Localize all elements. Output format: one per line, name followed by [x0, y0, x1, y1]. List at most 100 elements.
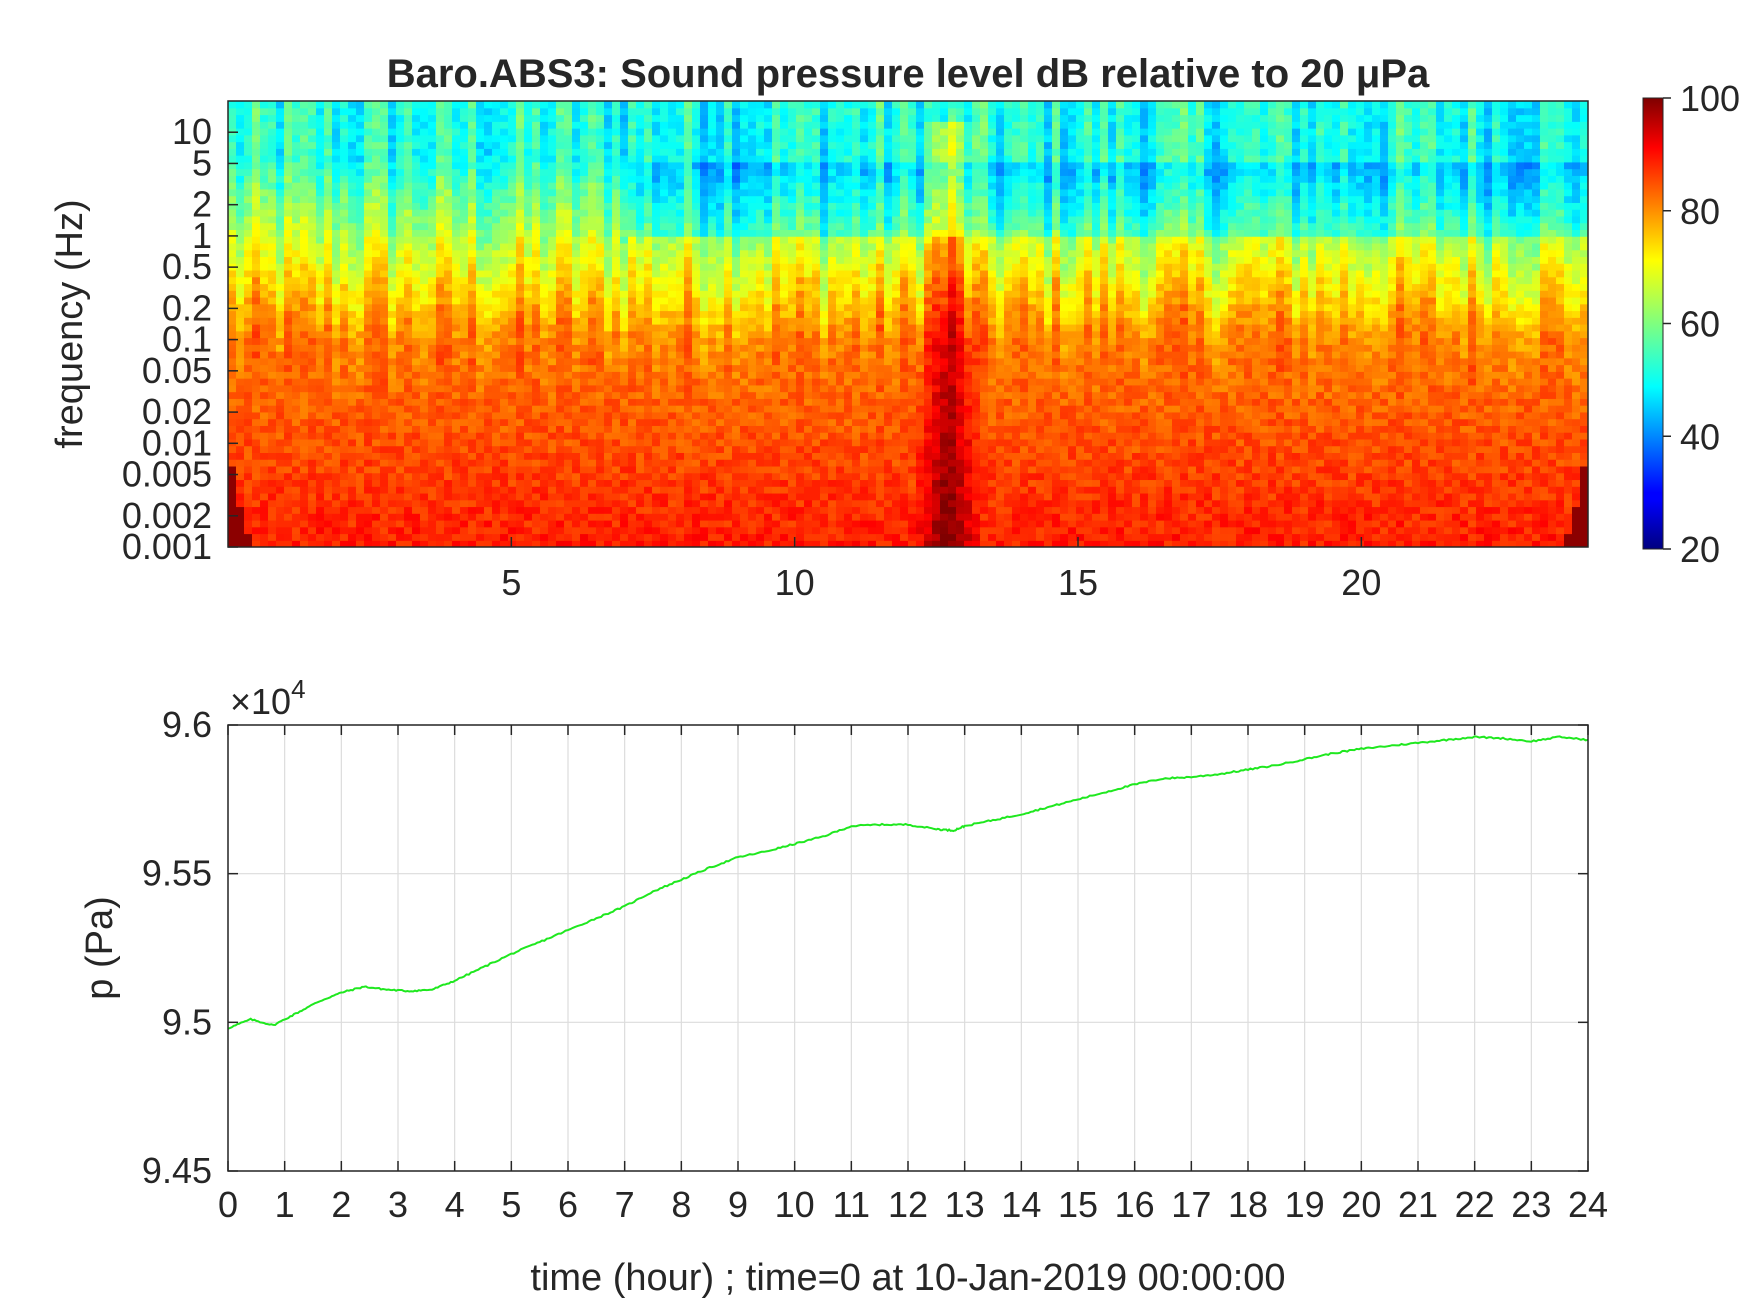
- spectrogram-cell: [788, 533, 797, 541]
- spectrogram-cell: [524, 533, 533, 541]
- spectrogram-cell: [572, 513, 581, 521]
- spectrogram-cell: [804, 283, 813, 291]
- spectrogram-cell: [540, 256, 549, 264]
- spectrogram-cell: [228, 351, 237, 359]
- spectrogram-cell: [420, 317, 429, 325]
- spectrogram-cell: [332, 236, 341, 244]
- spectrogram-cell: [748, 398, 757, 406]
- spectrogram-cell: [572, 364, 581, 372]
- spectrogram-cell: [388, 371, 397, 379]
- spectrogram-cell: [484, 364, 493, 372]
- spectrogram-cell: [572, 452, 581, 460]
- spectrogram-cell: [764, 290, 773, 298]
- spectrogram-cell: [564, 438, 573, 447]
- spectrogram-cell: [580, 411, 589, 420]
- spectrogram-cell: [548, 310, 557, 318]
- spectrogram-cell: [796, 188, 805, 197]
- spectrogram-cell: [700, 161, 709, 170]
- spectrogram-cell: [460, 479, 469, 487]
- spectrogram-cell: [228, 269, 237, 278]
- spectrogram-cell: [820, 330, 829, 339]
- spectrogram-cell: [780, 256, 789, 264]
- spectrogram-cell: [660, 324, 669, 332]
- spectrogram-cell: [500, 107, 509, 116]
- spectrogram-cell: [452, 391, 461, 399]
- spectrogram-cell: [492, 256, 501, 264]
- spectrogram-cell: [636, 195, 645, 203]
- spectrogram-cell: [444, 222, 453, 230]
- spectrogram-cell: [788, 418, 797, 426]
- spectrogram-cell: [316, 296, 325, 305]
- spectrogram-cell: [292, 533, 301, 541]
- spectrogram-cell: [284, 351, 293, 359]
- spectrogram-cell: [572, 472, 581, 481]
- spectrogram-cell: [668, 411, 677, 420]
- spectrogram-cell: [292, 269, 301, 278]
- spectrogram-cell: [588, 499, 597, 508]
- spectrogram-cell: [780, 168, 789, 176]
- spectrogram-cell: [468, 418, 477, 426]
- spectrogram-cell: [476, 513, 485, 521]
- spectrogram-cell: [268, 168, 277, 176]
- spectrogram-cell: [580, 256, 589, 264]
- spectrogram-cell: [436, 519, 445, 528]
- spectrogram-cell: [412, 465, 421, 474]
- spectrogram-cell: [652, 202, 661, 210]
- spectrogram-cell: [380, 229, 389, 237]
- spectrogram-cell: [532, 513, 541, 521]
- spectrogram-cell: [372, 263, 381, 271]
- spectrogram-cell: [524, 506, 533, 514]
- spectrogram-cell: [324, 121, 333, 129]
- spectrogram-cell: [820, 188, 829, 197]
- spectrogram-cell: [764, 499, 773, 508]
- spectrogram-cell: [540, 411, 549, 420]
- spectrogram-cell: [564, 337, 573, 345]
- spectrogram-cell: [316, 519, 325, 528]
- spectrogram-cell: [332, 188, 341, 197]
- spectrogram-cell: [716, 148, 725, 156]
- spectrogram-cell: [396, 411, 405, 420]
- spectrogram-cell: [668, 506, 677, 514]
- spectrogram-cell: [740, 317, 749, 325]
- spectrogram-cell: [596, 398, 605, 406]
- spectrogram-cell: [668, 290, 677, 298]
- spectrogram-cell: [588, 519, 597, 528]
- spectrogram-cell: [396, 101, 405, 109]
- spectrogram-cell: [308, 121, 317, 129]
- spectrogram-cell: [652, 465, 661, 474]
- spectrogram-cell: [756, 472, 765, 481]
- spectrogram-cell: [700, 276, 709, 285]
- spectrogram-cell: [612, 209, 621, 217]
- spectrogram-cell: [820, 222, 829, 230]
- spectrogram-cell: [812, 290, 821, 298]
- spectrogram-cell: [404, 256, 413, 264]
- spectrogram-cell: [492, 188, 501, 197]
- spectrogram-cell: [236, 114, 245, 122]
- spectrogram-cell: [236, 324, 245, 332]
- spectrogram-cell: [612, 411, 621, 420]
- spectrogram-cell: [676, 101, 685, 109]
- spectrogram-cell: [412, 195, 421, 203]
- spectrogram-cell: [276, 215, 285, 224]
- spectrogram-cell: [676, 330, 685, 339]
- spectrogram-cell: [764, 465, 773, 474]
- spectrogram-cell: [300, 236, 309, 244]
- spectrogram-cell: [372, 317, 381, 325]
- spectrogram-cell: [724, 263, 733, 271]
- spectrogram-cell: [516, 263, 525, 271]
- spectrogram-cell: [356, 236, 365, 244]
- spectrogram-cell: [524, 499, 533, 508]
- spectrogram-cell: [316, 486, 325, 494]
- spectrogram-cell: [740, 445, 749, 453]
- spectrogram-cell: [268, 425, 277, 433]
- spectrogram-cell: [564, 411, 573, 420]
- spectrogram-cell: [588, 175, 597, 183]
- spectrogram-cell: [452, 513, 461, 521]
- spectrogram-cell: [276, 357, 285, 366]
- spectrogram-cell: [260, 465, 269, 474]
- spectrogram-cell: [500, 391, 509, 399]
- spectrogram-cell: [364, 384, 373, 393]
- spectrogram-cell: [252, 513, 261, 521]
- spectrogram-cell: [364, 161, 373, 170]
- spectrogram-cell: [460, 513, 469, 521]
